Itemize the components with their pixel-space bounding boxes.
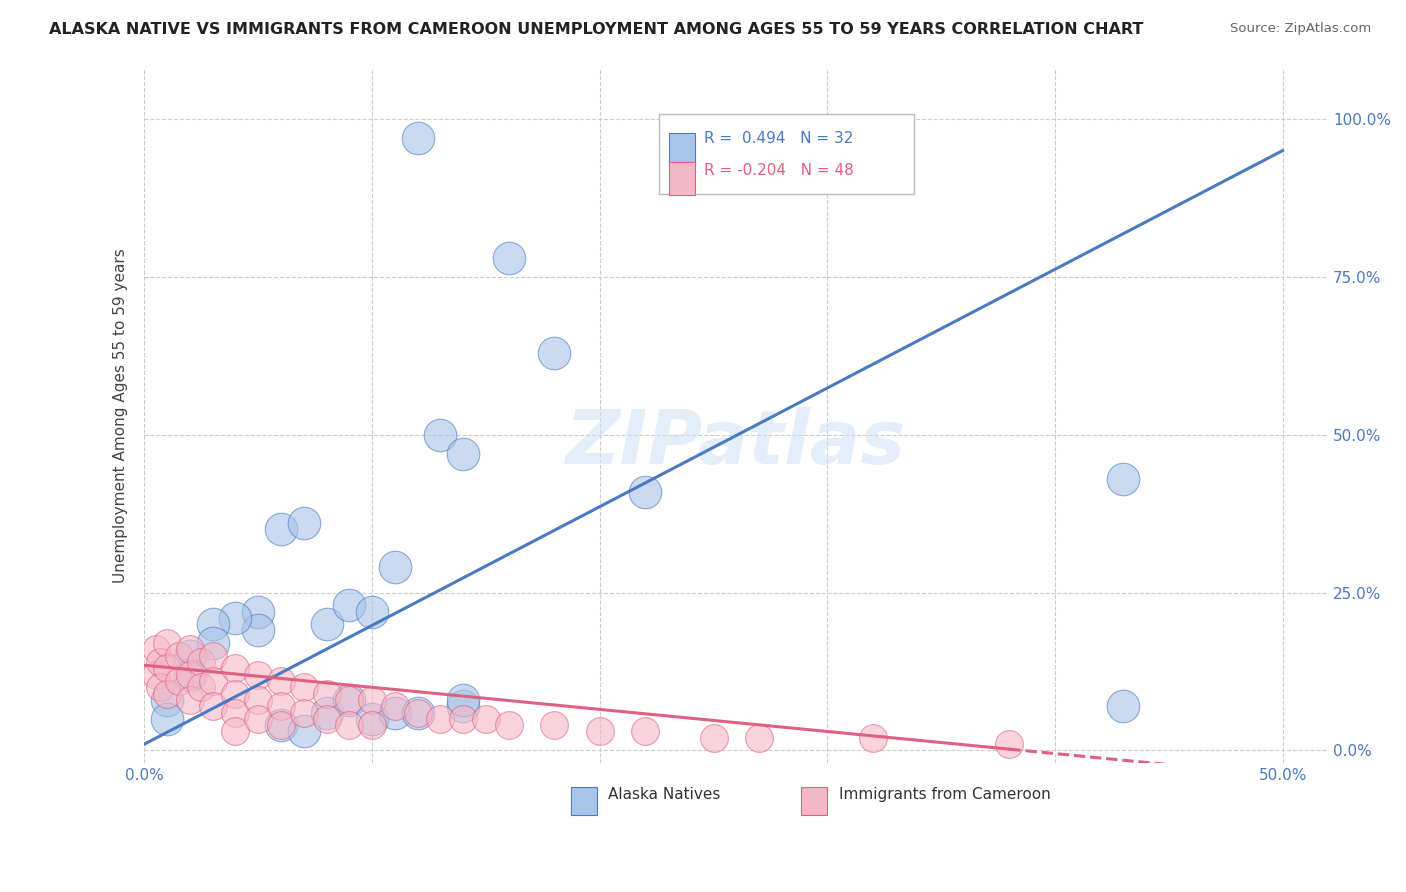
- Text: R = -0.204   N = 48: R = -0.204 N = 48: [704, 163, 853, 178]
- Point: [190, 655, 212, 669]
- Point: [201, 699, 224, 714]
- Point: [270, 718, 292, 732]
- Point: [149, 655, 172, 669]
- Point: [315, 687, 337, 701]
- Point: [406, 706, 429, 720]
- Point: [429, 712, 451, 726]
- Point: [292, 724, 315, 739]
- Point: [1112, 472, 1135, 486]
- Point: [270, 699, 292, 714]
- Point: [149, 680, 172, 694]
- Point: [179, 693, 201, 707]
- Point: [179, 642, 201, 657]
- Point: [156, 661, 179, 675]
- Point: [145, 642, 167, 657]
- Y-axis label: Unemployment Among Ages 55 to 59 years: Unemployment Among Ages 55 to 59 years: [114, 248, 128, 583]
- Point: [201, 617, 224, 632]
- Point: [451, 699, 474, 714]
- Point: [179, 667, 201, 681]
- Point: [224, 661, 246, 675]
- Point: [498, 718, 520, 732]
- Point: [634, 484, 657, 499]
- Point: [167, 648, 190, 663]
- Point: [224, 611, 246, 625]
- Bar: [801, 787, 827, 815]
- Point: [337, 598, 360, 612]
- Point: [406, 131, 429, 145]
- Point: [292, 680, 315, 694]
- Point: [429, 427, 451, 442]
- Point: [1112, 699, 1135, 714]
- FancyBboxPatch shape: [659, 113, 914, 194]
- Text: R =  0.494   N = 32: R = 0.494 N = 32: [704, 131, 853, 146]
- Point: [292, 516, 315, 530]
- Bar: [669, 162, 695, 195]
- Point: [498, 251, 520, 265]
- Point: [247, 605, 270, 619]
- Point: [475, 712, 498, 726]
- Point: [384, 706, 406, 720]
- Point: [337, 693, 360, 707]
- Point: [145, 667, 167, 681]
- Point: [292, 706, 315, 720]
- Bar: [571, 787, 596, 815]
- Point: [361, 718, 384, 732]
- Point: [224, 687, 246, 701]
- Point: [337, 718, 360, 732]
- Point: [270, 523, 292, 537]
- Point: [224, 706, 246, 720]
- Point: [862, 731, 884, 745]
- Point: [361, 712, 384, 726]
- Point: [247, 693, 270, 707]
- Point: [315, 712, 337, 726]
- Point: [406, 706, 429, 720]
- Point: [156, 712, 179, 726]
- Point: [543, 718, 565, 732]
- Point: [384, 699, 406, 714]
- Point: [190, 680, 212, 694]
- Point: [201, 648, 224, 663]
- Point: [634, 724, 657, 739]
- Point: [998, 737, 1021, 751]
- Point: [179, 648, 201, 663]
- Point: [247, 667, 270, 681]
- Point: [543, 345, 565, 359]
- Point: [451, 693, 474, 707]
- Text: ALASKA NATIVE VS IMMIGRANTS FROM CAMEROON UNEMPLOYMENT AMONG AGES 55 TO 59 YEARS: ALASKA NATIVE VS IMMIGRANTS FROM CAMEROO…: [49, 22, 1143, 37]
- Point: [384, 560, 406, 574]
- Point: [156, 687, 179, 701]
- Point: [451, 712, 474, 726]
- Point: [179, 667, 201, 681]
- Point: [702, 731, 724, 745]
- Point: [451, 447, 474, 461]
- Text: Source: ZipAtlas.com: Source: ZipAtlas.com: [1230, 22, 1371, 36]
- Point: [156, 693, 179, 707]
- Point: [361, 693, 384, 707]
- Text: ZIPatlas: ZIPatlas: [567, 407, 907, 480]
- Point: [224, 724, 246, 739]
- Point: [270, 673, 292, 688]
- Point: [589, 724, 612, 739]
- Point: [748, 731, 770, 745]
- Point: [315, 617, 337, 632]
- Point: [270, 718, 292, 732]
- Text: Immigrants from Cameroon: Immigrants from Cameroon: [839, 787, 1052, 802]
- Point: [361, 605, 384, 619]
- Point: [167, 673, 190, 688]
- Bar: [669, 133, 695, 166]
- Point: [247, 624, 270, 638]
- Point: [337, 693, 360, 707]
- Point: [315, 706, 337, 720]
- Point: [247, 712, 270, 726]
- Point: [201, 636, 224, 650]
- Point: [156, 636, 179, 650]
- Point: [201, 673, 224, 688]
- Text: Alaska Natives: Alaska Natives: [609, 787, 721, 802]
